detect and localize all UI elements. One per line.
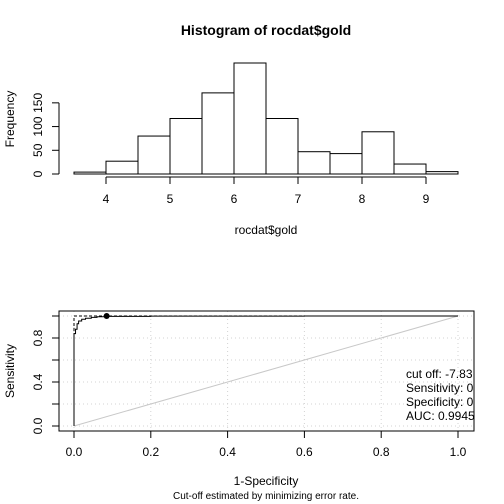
histogram-panel: Histogram of rocdat$gold 4 5 6 7 8 9 0 50 100 15… — [3, 22, 459, 237]
histogram-bar — [137, 135, 171, 175]
roc-curve — [73, 315, 458, 426]
roc-x-tick-label: 0.8 — [373, 445, 390, 459]
histogram-bar — [393, 163, 427, 175]
roc-annotation-auc: AUC: 0.9945 — [406, 409, 475, 423]
histogram-x-axis: 4 5 6 7 8 9 — [103, 176, 430, 206]
roc-y-label: Sensitivity — [3, 344, 17, 398]
histogram-x-tick-label: 4 — [103, 192, 110, 206]
histogram-bar — [361, 131, 395, 175]
roc-x-tick-label: 0.6 — [296, 445, 313, 459]
histogram-y-axis: 0 50 100 150 — [31, 93, 60, 177]
histogram-bar — [201, 92, 235, 175]
roc-y-tick-label: 0.4 — [31, 373, 45, 390]
histogram-x-tick-label: 6 — [231, 192, 238, 206]
histogram-bar — [169, 118, 203, 175]
histogram-x-label: rocdat$gold — [235, 223, 298, 237]
histogram-bar — [329, 153, 363, 175]
histogram-x-tick-label: 9 — [423, 192, 430, 206]
roc-x-label: 1-Specificity — [234, 474, 299, 488]
roc-annotation-cutoff: cut off: -7.83 — [406, 367, 473, 381]
histogram-x-tick-label: 8 — [359, 192, 366, 206]
histogram-bar — [265, 118, 299, 175]
roc-x-tick-label: 0.2 — [142, 445, 159, 459]
roc-panel: 0.0 0.2 0.4 0.6 0.8 1.0 0.0 0.4 0.8 cut off: -7… — [3, 310, 475, 502]
roc-x-axis: 0.0 0.2 0.4 0.6 0.8 1.0 — [66, 431, 467, 459]
histogram-y-tick-label: 150 — [31, 93, 45, 113]
roc-y-tick-label: 0.8 — [31, 329, 45, 346]
histogram-y-label: Frequency — [3, 91, 17, 148]
histogram-bar — [105, 160, 139, 175]
histogram-bar — [73, 171, 107, 175]
roc-annotation-specificity: Specificity: 0 — [406, 395, 474, 409]
histogram-y-tick-label: 0 — [31, 170, 45, 177]
histogram-title: Histogram of rocdat$gold — [181, 22, 351, 38]
histogram-bar — [297, 151, 331, 175]
roc-annotations: cut off: -7.83 Sensitivity: 0 Specificit… — [406, 367, 475, 423]
histogram-bars — [73, 62, 459, 175]
histogram-x-tick-label: 5 — [167, 192, 174, 206]
roc-footnote: Cut-off estimated by minimizing error ra… — [173, 491, 359, 502]
roc-annotation-sensitivity: Sensitivity: 0 — [406, 381, 474, 395]
roc-plot-box — [58, 310, 475, 432]
roc-x-tick-label: 1.0 — [450, 445, 467, 459]
histogram-bar — [425, 171, 459, 175]
roc-cutoff-point — [103, 313, 110, 319]
roc-y-tick-label: 0.0 — [31, 417, 45, 434]
histogram-x-tick-label: 7 — [295, 192, 302, 206]
roc-diagonal-line — [73, 315, 459, 427]
histogram-y-tick-label: 50 — [31, 143, 45, 157]
roc-x-tick-label: 0.4 — [219, 445, 236, 459]
histogram-bar — [233, 62, 267, 175]
roc-y-axis: 0.0 0.4 0.8 — [31, 315, 59, 434]
roc-x-tick-label: 0.0 — [66, 445, 83, 459]
histogram-y-tick-label: 100 — [31, 116, 45, 136]
